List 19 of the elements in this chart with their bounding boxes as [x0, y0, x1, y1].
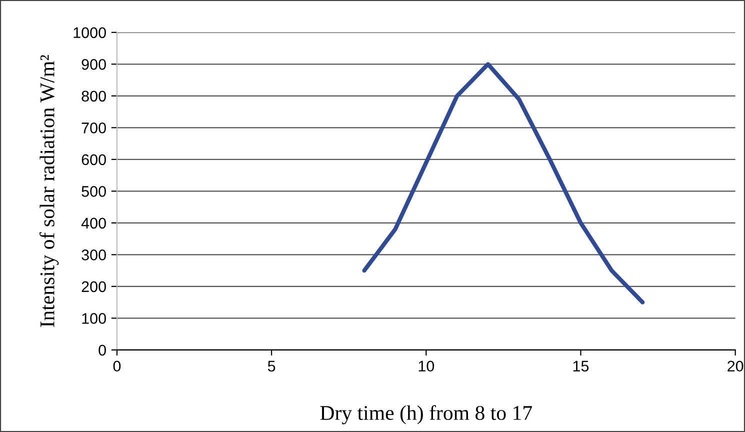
x-tick-label: 20 [728, 360, 744, 372]
x-axis-title: Dry time (h) from 8 to 17 [320, 405, 532, 424]
x-tick-label: 10 [418, 360, 434, 372]
y-tick-label: 700 [82, 122, 106, 134]
y-tick-label: 800 [82, 90, 106, 102]
line-series [362, 62, 645, 304]
y-tick-label: 400 [81, 218, 106, 229]
y-tick-label: 500 [82, 186, 106, 197]
y-tick-label: 0 [98, 344, 106, 356]
y-tick-label: 1000 [74, 27, 106, 38]
y-tick-label: 100 [82, 313, 106, 324]
y-tick-label: 300 [82, 250, 106, 260]
y-axis-title: Intensity of solar radiation W/m² [40, 55, 59, 327]
x-tick-label: 15 [573, 360, 589, 372]
x-tick-label: 0 [113, 360, 121, 372]
y-tick-label: 600 [82, 154, 106, 166]
y-tick-label: 900 [82, 59, 106, 70]
y-tick-label: 200 [82, 281, 106, 292]
x-tick-label: 5 [268, 360, 276, 372]
